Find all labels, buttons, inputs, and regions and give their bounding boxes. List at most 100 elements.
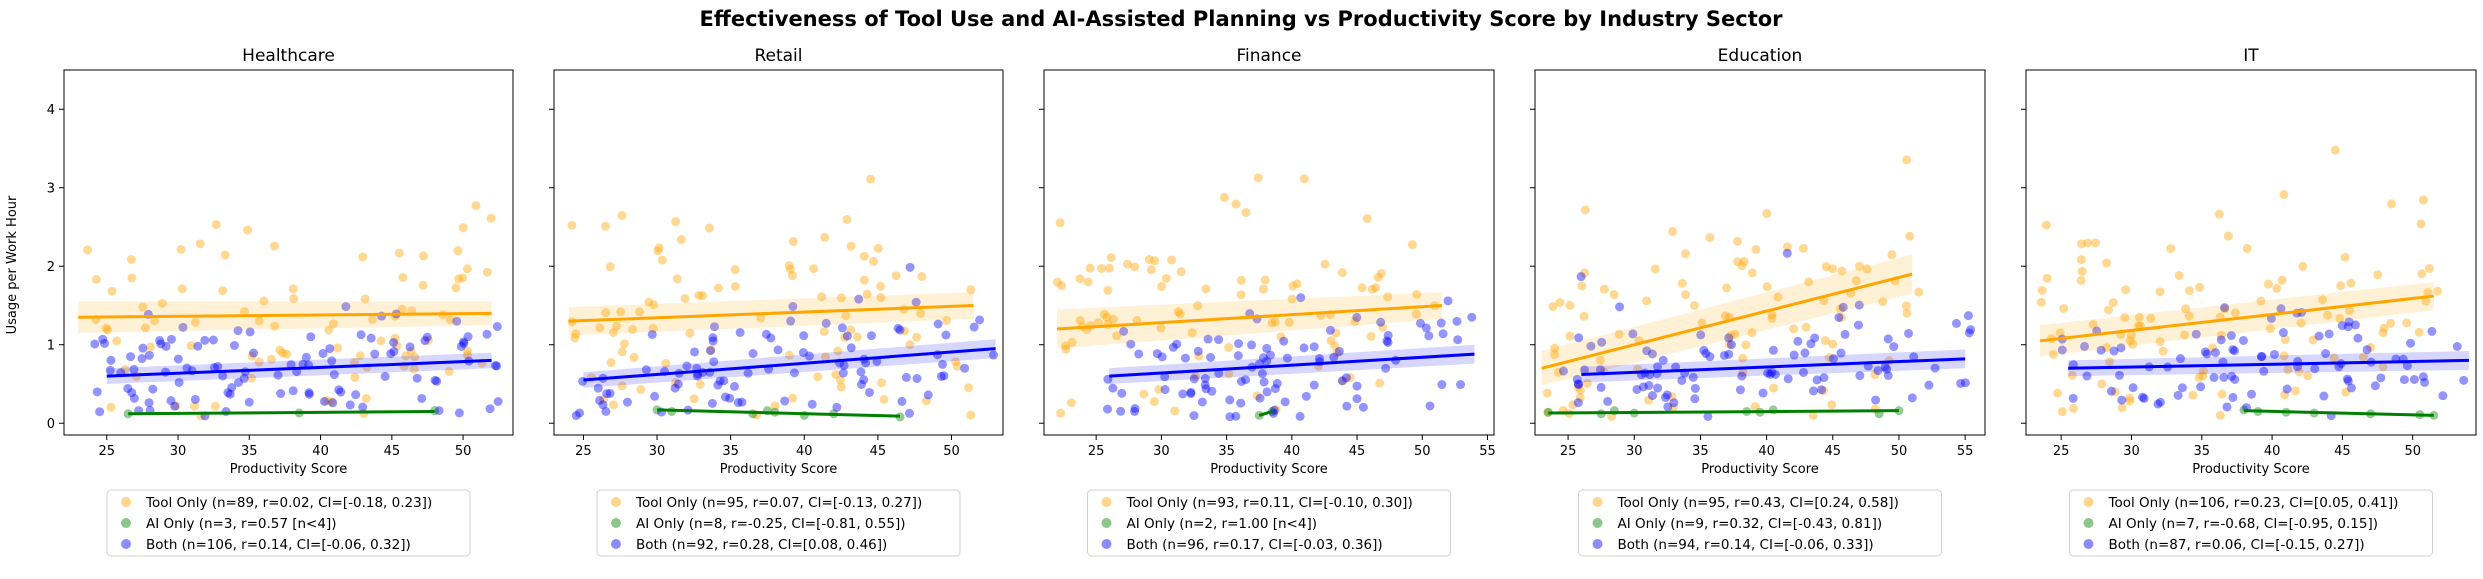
both-point	[938, 359, 948, 369]
tool-point	[1667, 392, 1677, 402]
tool-point	[1751, 245, 1761, 255]
tool-point	[1575, 385, 1585, 395]
both-point	[650, 391, 660, 401]
both-point	[2346, 383, 2356, 393]
both-point	[1206, 352, 1216, 362]
tool-point	[1642, 296, 1652, 306]
both-point	[2155, 397, 2165, 407]
both-point	[2115, 370, 2125, 380]
both-point	[1443, 296, 1453, 306]
tool-point	[617, 210, 627, 220]
both-point	[2226, 331, 2236, 341]
both-point	[1342, 401, 1352, 411]
both-point	[960, 363, 970, 373]
both-point	[1381, 363, 1391, 373]
tool-point	[454, 274, 464, 284]
tool-point	[1577, 281, 1587, 291]
both-point	[975, 315, 985, 325]
tool-point	[1568, 400, 1578, 410]
both-point	[923, 390, 933, 400]
both-point	[1855, 371, 1865, 381]
tool-point	[653, 246, 663, 256]
both-point	[912, 374, 922, 384]
both-point	[490, 361, 500, 371]
tool-legend-marker	[611, 497, 621, 507]
both-point	[223, 388, 233, 398]
tool-legend-marker	[121, 497, 131, 507]
x-tick-label: 55	[1957, 444, 1974, 459]
both-legend-label: Both (n=96, r=0.17, CI=[-0.03, 0.36])	[1127, 537, 1383, 553]
both-point	[298, 359, 308, 369]
both-legend-label: Both (n=87, r=0.06, CI=[-0.15, 0.27])	[2109, 537, 2365, 553]
both-point	[1930, 363, 1940, 373]
both-point	[1265, 350, 1275, 360]
both-point	[1632, 384, 1642, 394]
tool-point	[177, 284, 187, 294]
both-point	[1309, 342, 1319, 352]
tool-point	[1827, 400, 1837, 410]
both-point	[209, 363, 219, 373]
tool-point	[852, 332, 862, 342]
tool-point	[451, 283, 461, 293]
both-point	[492, 361, 502, 371]
x-tick-label: 45	[1825, 444, 1842, 459]
tool-point	[350, 372, 360, 382]
both-point	[1783, 374, 1793, 384]
both-point	[329, 370, 339, 380]
tool-point	[2214, 209, 2224, 219]
tool-point	[2366, 342, 2376, 352]
tool-point	[821, 352, 831, 362]
tool-point	[254, 357, 264, 367]
both-point	[2314, 331, 2324, 341]
tool-point	[787, 271, 797, 281]
tool-point	[1052, 277, 1062, 287]
both-legend-marker	[2083, 539, 2094, 549]
both-point	[1724, 333, 1734, 343]
both-point	[605, 388, 615, 398]
both-point	[832, 402, 842, 412]
tool-point	[2091, 238, 2101, 248]
ai-legend-label: AI Only (n=2, r=1.00 [n<4])	[1127, 516, 1318, 532]
tool-point	[2102, 258, 2112, 268]
both-point	[123, 383, 133, 393]
both-point	[1299, 343, 1309, 353]
tool-point	[1599, 284, 1609, 294]
tool-point	[1705, 233, 1715, 243]
both-point	[1770, 369, 1780, 379]
tool-point	[190, 401, 200, 411]
both-point	[454, 408, 464, 418]
both-point	[2175, 354, 2185, 364]
both-point	[1160, 385, 1170, 395]
tool-point	[186, 341, 196, 351]
tool-point	[410, 352, 420, 362]
tool-point	[1573, 382, 1583, 392]
both-point	[345, 400, 355, 410]
tool-point	[2055, 328, 2065, 338]
both-point	[351, 390, 361, 400]
tool-point	[917, 271, 927, 281]
tool-point	[482, 267, 492, 277]
tool-point	[1668, 226, 1678, 236]
tool-point	[1350, 317, 1360, 327]
both-point	[733, 398, 743, 408]
both-point	[1382, 336, 1392, 346]
tool-point	[617, 381, 627, 391]
tool-point	[1828, 264, 1838, 274]
both-point	[193, 341, 203, 351]
tool-point	[1378, 322, 1388, 332]
tool-point	[963, 383, 973, 393]
both-point	[2068, 393, 2078, 403]
tool-point	[617, 347, 627, 357]
x-tick-label: 45	[384, 444, 401, 459]
both-point	[798, 348, 808, 358]
x-tick-label: 40	[2264, 444, 2281, 459]
both-point	[420, 336, 430, 346]
tool-point	[713, 283, 723, 293]
tool-point	[2036, 297, 2046, 307]
tool-point	[1773, 292, 1783, 302]
both-point	[1574, 379, 1584, 389]
tool-point	[1332, 348, 1342, 358]
both-point	[2096, 345, 2106, 355]
tool-point	[1252, 391, 1262, 401]
